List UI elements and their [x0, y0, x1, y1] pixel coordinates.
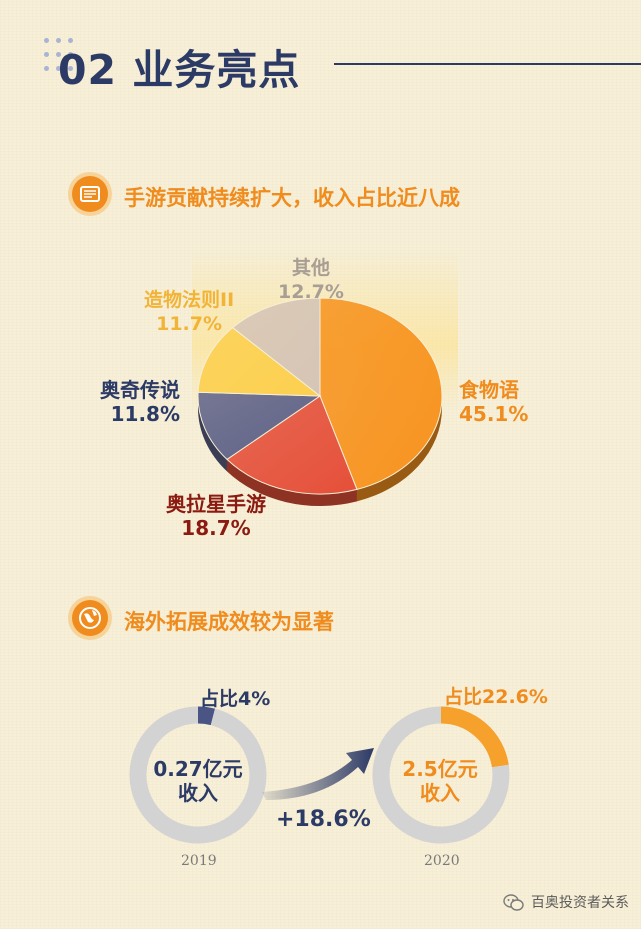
growth-label: +18.6%	[276, 807, 371, 832]
watermark-text: 百奥投资者关系	[531, 895, 629, 911]
pie-slice-2	[197, 391, 322, 461]
pie-label-zaowu: 造物法则II 11.7%	[144, 288, 234, 336]
wechat-icon	[503, 894, 524, 911]
pie-label-name: 食物语	[459, 378, 519, 402]
donut-2019-unit: 收入	[178, 781, 218, 805]
pie-label-percent: 18.7%	[181, 516, 251, 540]
pie-label-percent: 12.7%	[278, 281, 344, 303]
pie-label-shiwuyu: 食物语 45.1%	[459, 378, 528, 426]
pie-slice-4	[231, 297, 321, 398]
donut-2019-year: 2019	[181, 853, 217, 869]
pie-label-name: 奥奇传说	[100, 378, 180, 402]
donut-2020-amount: 2.5亿元	[402, 757, 478, 781]
header-rule	[334, 63, 641, 65]
pie-label-percent: 11.8%	[110, 402, 180, 426]
donut-2019-amount: 0.27亿元	[153, 757, 243, 781]
pie-label-aolaxing: 奥拉星手游 18.7%	[166, 492, 266, 540]
pie-label-aoqi: 奥奇传说 11.8%	[100, 378, 180, 426]
globe-icon	[72, 600, 108, 636]
pie-slice-3	[197, 326, 322, 397]
pie-label-percent: 45.1%	[459, 402, 529, 426]
header-dots	[44, 38, 78, 84]
section-title-mobile-games: 手游贡献持续扩大，收入占比近八成	[124, 186, 460, 210]
donut-2019-center: 0.27亿元 收入	[128, 757, 268, 805]
pie-wall-slice-0	[356, 396, 442, 502]
donut-2019-share-label: 占比4%	[200, 688, 271, 710]
donut-2020-year: 2020	[424, 853, 460, 869]
pie-label-other: 其他 12.7%	[278, 256, 344, 304]
donut-2020-share-label: 占比22.6%	[444, 686, 548, 708]
donut-2020-center: 2.5亿元 收入	[370, 757, 510, 805]
gamepad-icon	[72, 176, 108, 212]
donut-2020-unit: 收入	[420, 781, 460, 805]
pie-label-name: 造物法则II	[144, 289, 235, 311]
pie-slice-1	[226, 395, 358, 495]
donut-2020-segment-0	[440, 706, 509, 768]
donut-2019-segment-1	[129, 706, 267, 844]
pie-slice-0	[319, 297, 443, 490]
pie-label-name: 其他	[291, 257, 330, 279]
section-title-overseas: 海外拓展成效较为显著	[124, 610, 334, 634]
growth-arrow	[262, 748, 374, 800]
pie-label-percent: 11.7%	[156, 313, 223, 335]
donut-2019-segment-0	[197, 706, 216, 726]
watermark: 百奥投资者关系	[503, 892, 629, 912]
donut-2020-segment-1	[372, 706, 510, 844]
pie-label-name: 奥拉星手游	[166, 492, 266, 516]
page-title: 02 业务亮点	[58, 46, 301, 94]
